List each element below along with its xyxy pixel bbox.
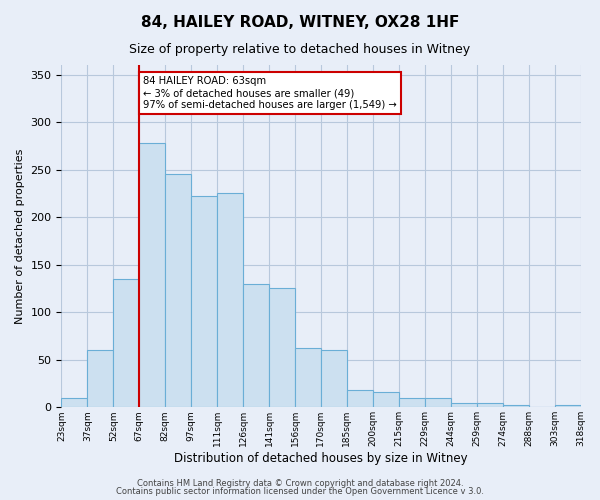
Bar xyxy=(113,279,139,407)
Bar xyxy=(399,398,425,407)
Bar xyxy=(61,398,88,407)
Bar xyxy=(243,284,269,408)
Bar xyxy=(451,404,476,407)
Text: 84, HAILEY ROAD, WITNEY, OX28 1HF: 84, HAILEY ROAD, WITNEY, OX28 1HF xyxy=(141,15,459,30)
Bar xyxy=(217,194,243,408)
Bar xyxy=(191,196,217,408)
Bar xyxy=(321,350,347,408)
Text: Contains public sector information licensed under the Open Government Licence v : Contains public sector information licen… xyxy=(116,487,484,496)
Bar xyxy=(88,350,113,408)
Bar xyxy=(476,402,503,407)
Bar xyxy=(373,392,399,407)
Bar xyxy=(347,390,373,407)
Bar xyxy=(269,288,295,408)
Bar xyxy=(554,406,581,407)
Text: 84 HAILEY ROAD: 63sqm
← 3% of detached houses are smaller (49)
97% of semi-detac: 84 HAILEY ROAD: 63sqm ← 3% of detached h… xyxy=(143,76,397,110)
Bar xyxy=(503,406,529,407)
Bar xyxy=(139,143,165,407)
Text: Size of property relative to detached houses in Witney: Size of property relative to detached ho… xyxy=(130,42,470,56)
X-axis label: Distribution of detached houses by size in Witney: Distribution of detached houses by size … xyxy=(174,452,468,465)
Y-axis label: Number of detached properties: Number of detached properties xyxy=(15,148,25,324)
Bar xyxy=(425,398,451,407)
Bar xyxy=(295,348,321,408)
Text: Contains HM Land Registry data © Crown copyright and database right 2024.: Contains HM Land Registry data © Crown c… xyxy=(137,478,463,488)
Bar xyxy=(165,174,191,408)
